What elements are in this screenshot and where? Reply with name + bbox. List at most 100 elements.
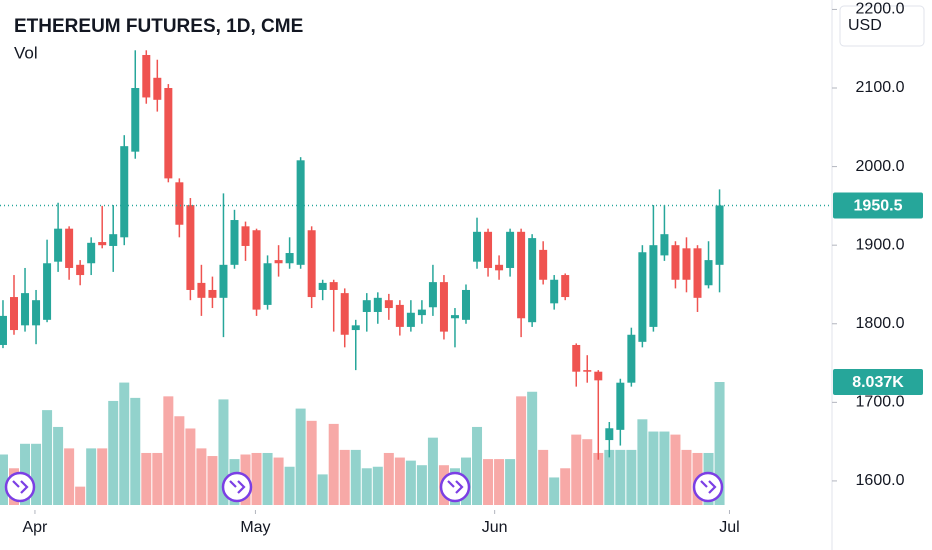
event-icon[interactable] [692,471,724,503]
candle-body [54,228,63,262]
candle-body [384,300,393,309]
volume-bar [372,466,383,505]
y-tick-label: 2200.0 [856,1,905,18]
candle-body [76,264,85,276]
candle-body [461,289,470,320]
candle-body [285,253,294,264]
candle-body [109,234,118,246]
volume-bar [108,400,119,505]
candle-body [21,293,30,326]
volume-bar [383,452,394,505]
volume-bar [350,449,361,505]
candle-body [561,275,570,298]
candle-body [120,146,129,238]
candle-body [197,282,206,298]
volume-bar [483,459,494,505]
candle-body [395,304,404,327]
candle-body [406,312,415,327]
candle-body [153,77,162,100]
candle-body [32,300,41,326]
volume-bar [163,396,174,505]
candle-body [583,370,592,372]
volume-bar [273,457,284,505]
candle-body [307,230,316,298]
volume-bar [119,382,130,505]
currency-button[interactable] [839,5,925,47]
volume-bar [130,397,141,505]
volume-bar [53,426,64,505]
volume-bar [538,449,549,505]
candle-body [638,252,647,342]
candle-body [340,293,349,335]
candle-body [10,297,19,331]
volume-bar [527,391,538,505]
candle-body [98,242,107,246]
candle-body [274,260,283,264]
volume-bar [262,452,273,505]
y-tick-label: 2100.0 [856,79,905,96]
volume-bar [615,449,626,505]
y-tick-label: 1900.0 [856,236,905,253]
volume-bar [174,416,185,505]
volume-bar [626,449,637,505]
candle-body [65,228,74,268]
volume-bar [582,439,593,505]
candle-body [87,242,96,264]
volume-bar [317,474,328,505]
candle-body [528,238,537,323]
volume-bar [560,468,571,505]
volume-bar [207,456,218,505]
volume-bar [196,448,207,505]
candle-body [539,249,548,280]
candle-body [693,248,702,298]
candle-body [682,248,691,280]
volume-bar [427,437,438,505]
volume-bar [416,465,427,505]
event-icon[interactable] [221,471,253,503]
candle-body [627,334,636,383]
volume-bar [670,434,681,505]
volume-bar [494,459,505,505]
volume-bar [648,431,659,505]
candle-body [329,282,338,290]
event-icon[interactable] [439,471,471,503]
volume-bar [42,410,53,505]
candle-body [428,282,437,308]
volume-bar [637,419,648,505]
last-volume-badge [833,369,923,396]
volume-bar [405,460,416,505]
candle-body [495,264,504,271]
volume-bar [75,486,86,505]
last-volume-label: 8.037K [852,374,904,391]
x-tick-label: May [240,519,270,536]
candle-body [296,160,305,265]
volume-bar [516,396,527,505]
volume-bar [141,452,152,505]
volume-bar [549,477,560,505]
candle-body [164,88,173,179]
last-price-label: 1950.5 [854,198,903,215]
volume-bar [185,428,196,505]
volume-bar [218,399,229,505]
volume-bar [328,423,339,505]
chart-title: ETHEREUM FUTURES, 1D, CME [14,16,303,37]
candle-body [131,88,140,152]
x-tick-label: Jul [719,519,739,536]
candle-body [0,315,7,345]
volume-bar [295,408,306,505]
candle-body [671,245,680,280]
candle-body [484,231,493,268]
volume-bar [97,448,108,505]
volume-bar [571,434,582,505]
candle-body [649,245,658,327]
volume-bar [472,426,483,505]
event-icon[interactable] [4,471,36,503]
volume-bar [64,448,75,505]
candle-body [230,220,239,265]
volume-bar [394,457,405,505]
volume-bar [593,452,604,505]
candle-body [594,371,603,381]
volume-bar [152,452,163,505]
